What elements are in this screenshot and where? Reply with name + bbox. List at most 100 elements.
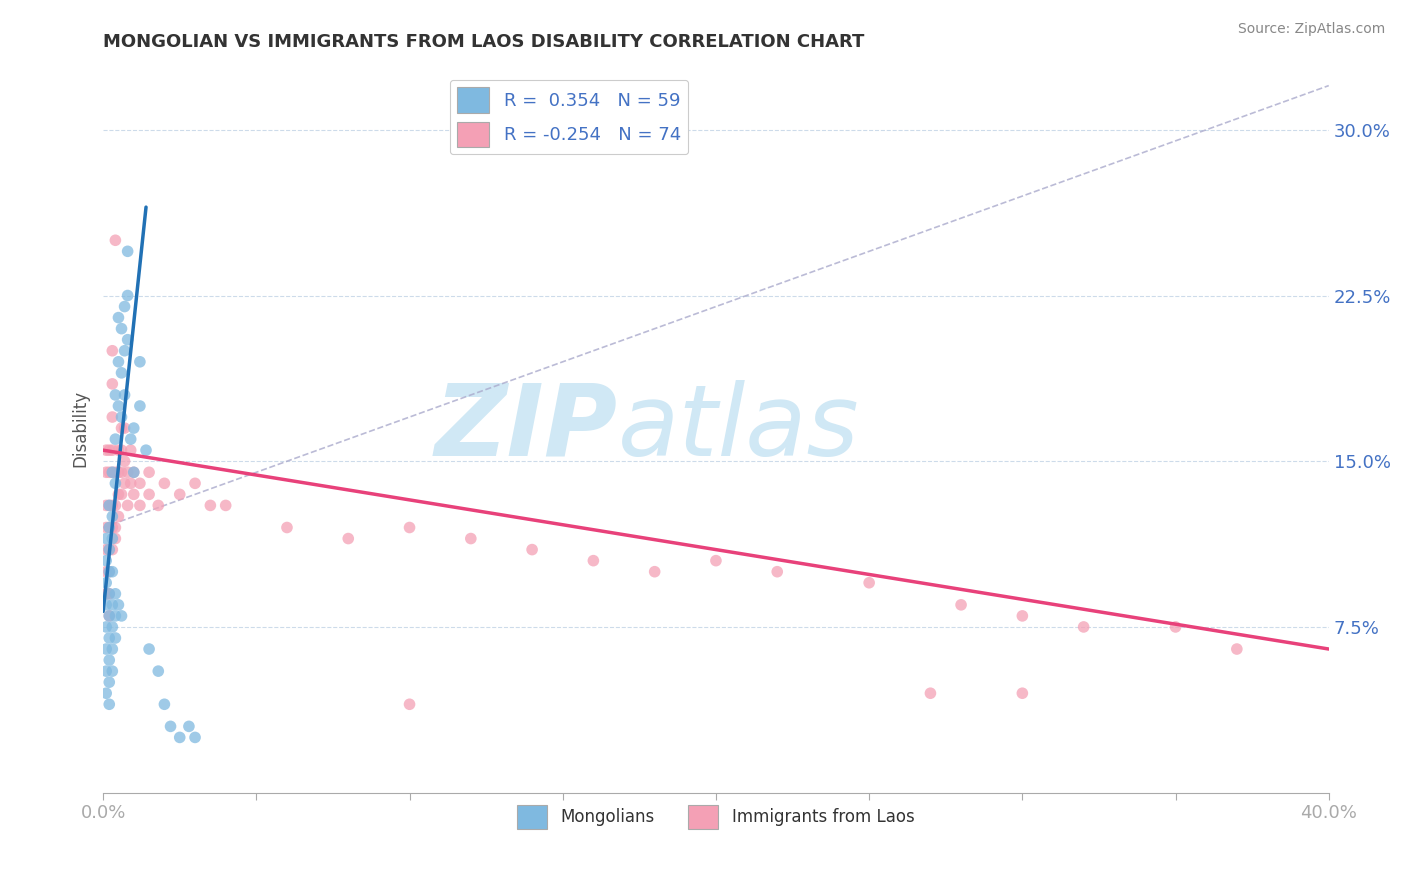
Point [104,532,127,546]
Point [101,532,124,546]
Point [98,565,121,579]
Point [101,443,124,458]
Point [98,565,121,579]
Point [107,598,129,612]
Point [101,376,124,391]
Point [96,565,118,579]
Point [129,499,152,513]
Text: MONGOLIAN VS IMMIGRANTS FROM LAOS DISABILITY CORRELATION CHART: MONGOLIAN VS IMMIGRANTS FROM LAOS DISABI… [103,33,865,51]
Point [129,399,152,413]
Point [107,443,129,458]
Point [138,465,160,479]
Point [520,542,543,557]
Point [101,642,124,657]
Point [101,664,124,678]
Point [1073,620,1095,634]
Point [1011,686,1033,700]
Point [122,487,145,501]
Point [129,476,152,491]
Point [107,509,129,524]
Text: atlas: atlas [617,380,859,476]
Point [110,443,132,458]
Point [96,642,118,657]
Point [114,476,136,491]
Point [98,653,121,667]
Point [122,421,145,435]
Point [104,465,127,479]
Point [107,399,129,413]
Point [98,542,121,557]
Point [96,554,118,568]
Point [104,233,127,247]
Point [148,499,170,513]
Point [122,465,145,479]
Point [104,388,127,402]
Legend: Mongolians, Immigrants from Laos: Mongolians, Immigrants from Laos [510,798,921,836]
Point [184,731,207,745]
Point [101,542,124,557]
Point [110,366,132,380]
Point [96,520,118,534]
Point [96,686,118,700]
Point [104,587,127,601]
Point [398,520,420,534]
Point [117,288,139,302]
Point [98,499,121,513]
Point [920,686,942,700]
Point [120,476,142,491]
Point [101,509,124,524]
Point [153,476,176,491]
Point [114,343,136,358]
Point [96,587,118,601]
Point [159,719,181,733]
Point [101,520,124,534]
Point [122,465,145,479]
Point [460,532,482,546]
Point [153,698,176,712]
Point [96,532,118,546]
Point [200,499,222,513]
Point [169,731,191,745]
Point [104,432,127,446]
Point [110,421,132,435]
Point [107,310,129,325]
Point [177,719,200,733]
Point [96,620,118,634]
Point [98,587,121,601]
Point [104,520,127,534]
Point [104,499,127,513]
Point [98,675,121,690]
Point [101,343,124,358]
Point [96,664,118,678]
Point [96,542,118,557]
Y-axis label: Disability: Disability [72,390,89,467]
Point [96,499,118,513]
Point [138,487,160,501]
Point [114,421,136,435]
Point [704,554,727,568]
Point [148,664,170,678]
Point [858,575,880,590]
Point [98,520,121,534]
Point [1011,608,1033,623]
Text: ZIP: ZIP [434,380,617,476]
Point [215,499,238,513]
Point [101,620,124,634]
Point [98,608,121,623]
Point [110,465,132,479]
Point [398,698,420,712]
Point [96,443,118,458]
Point [110,410,132,425]
Point [120,432,142,446]
Point [98,465,121,479]
Point [101,410,124,425]
Point [98,499,121,513]
Point [104,631,127,645]
Point [96,598,118,612]
Point [114,388,136,402]
Point [950,598,973,612]
Point [101,465,124,479]
Point [1164,620,1187,634]
Point [337,532,360,546]
Point [114,454,136,468]
